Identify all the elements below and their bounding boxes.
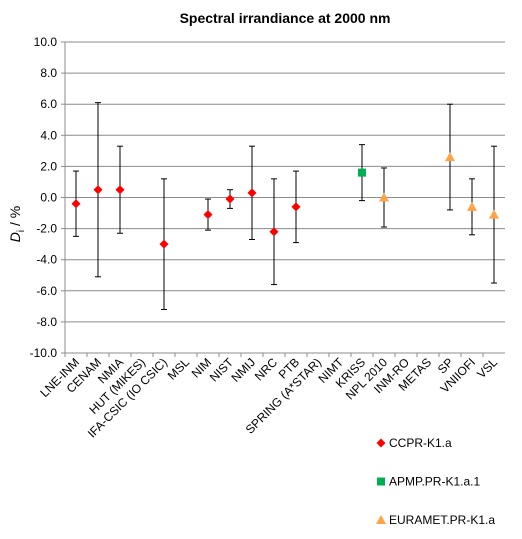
- x-tick-label: MSL: [165, 355, 193, 383]
- data-point: [467, 201, 477, 211]
- legend-marker: [376, 438, 386, 448]
- y-tick-label: 4.0: [40, 128, 57, 142]
- x-tick-label: NRC: [252, 355, 281, 384]
- y-tick-label: 6.0: [40, 97, 57, 111]
- data-point: [489, 209, 499, 219]
- data-point: [71, 199, 81, 209]
- data-point: [247, 188, 257, 198]
- data-point: [379, 192, 389, 202]
- y-tick-label: -4.0: [36, 253, 57, 267]
- data-point: [291, 202, 301, 212]
- y-tick-label: 8.0: [40, 66, 57, 80]
- data-point: [445, 152, 455, 162]
- y-tick-label: -8.0: [36, 315, 57, 329]
- y-tick-label: -6.0: [36, 284, 57, 298]
- legend-label: CCPR-K1.a: [389, 436, 452, 450]
- data-point: [225, 194, 235, 204]
- x-tick-label: NMIJ: [228, 355, 258, 385]
- data-point: [159, 239, 169, 249]
- x-tick-label: VSL: [474, 355, 500, 381]
- y-tick-label: 0.0: [40, 191, 57, 205]
- y-tick-label: 2.0: [40, 159, 57, 173]
- data-point: [93, 185, 103, 195]
- y-tick-label: -10.0: [30, 346, 58, 360]
- y-label-rest: / %: [7, 206, 23, 230]
- y-axis-label: Di / %: [7, 206, 27, 242]
- data-point: [358, 168, 366, 177]
- y-tick-label: -2.0: [36, 222, 57, 236]
- y-label-sub: i: [16, 230, 27, 232]
- y-label-main: D: [7, 232, 23, 242]
- y-tick-label: 10.0: [34, 35, 58, 49]
- data-point: [115, 185, 125, 195]
- legend-label: EURAMET.PR-K1.a: [389, 513, 495, 527]
- chart-title: Spectral irrandiance at 2000 nm: [180, 10, 391, 26]
- data-point: [269, 227, 279, 237]
- legend-label: APMP.PR-K1.a.1: [389, 475, 480, 489]
- data-point: [203, 210, 213, 220]
- legend-marker: [377, 477, 385, 486]
- legend-marker: [376, 515, 386, 524]
